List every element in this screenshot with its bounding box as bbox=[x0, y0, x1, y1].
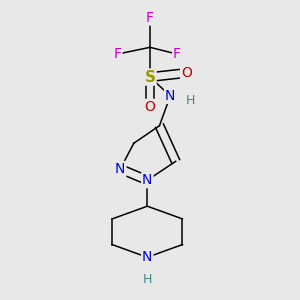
Text: F: F bbox=[146, 11, 154, 25]
Text: N: N bbox=[142, 250, 152, 264]
Text: S: S bbox=[145, 70, 155, 85]
Text: H: H bbox=[186, 94, 195, 107]
Text: O: O bbox=[145, 100, 155, 114]
Text: N: N bbox=[165, 89, 175, 103]
Text: F: F bbox=[114, 47, 122, 61]
Text: F: F bbox=[173, 47, 181, 61]
Text: H: H bbox=[142, 273, 152, 286]
Text: N: N bbox=[142, 173, 152, 187]
Text: O: O bbox=[181, 66, 192, 80]
Text: N: N bbox=[115, 162, 125, 176]
